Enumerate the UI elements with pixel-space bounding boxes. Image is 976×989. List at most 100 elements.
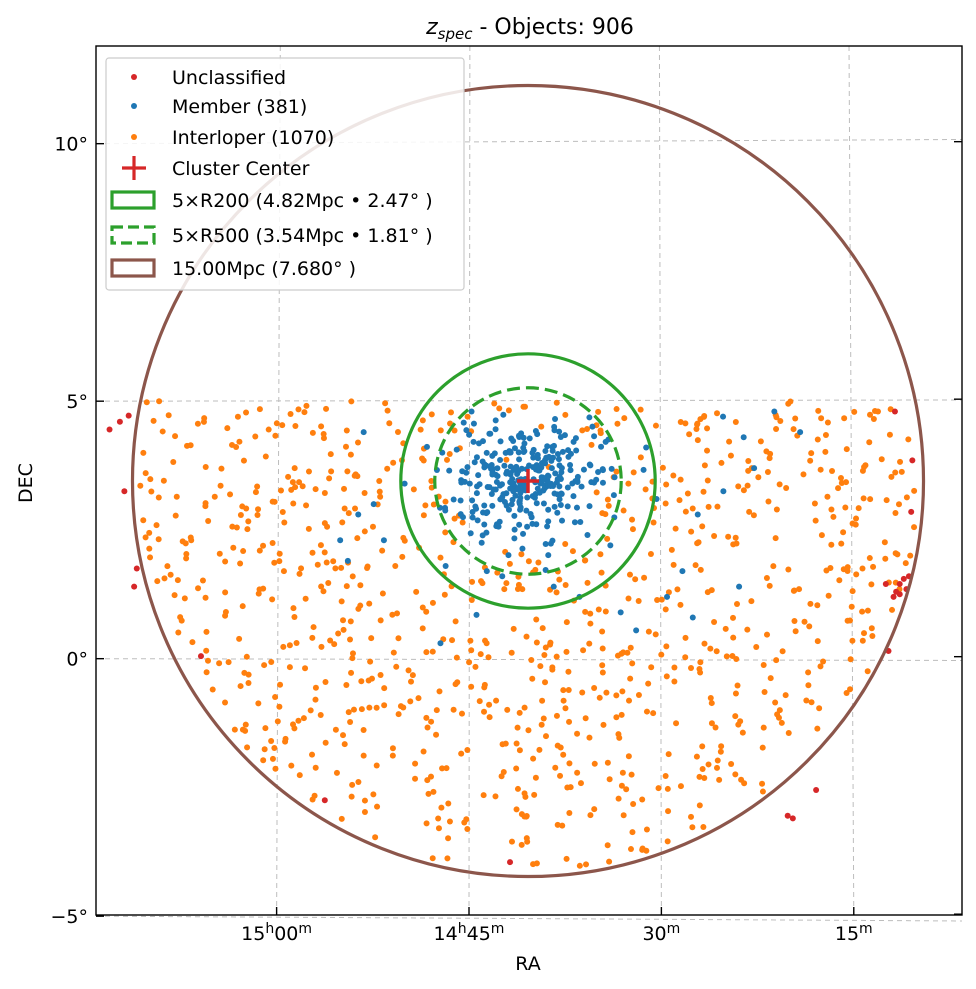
member-point [475, 472, 482, 479]
interloper-point [677, 476, 684, 483]
interloper-point [642, 486, 649, 493]
legend-label: Interloper (1070) [172, 127, 334, 149]
interloper-point [341, 505, 348, 512]
r200-circle [399, 352, 657, 610]
interloper-point [481, 708, 488, 715]
interloper-point [632, 576, 639, 583]
interloper-point [560, 697, 567, 704]
member-point [771, 408, 778, 415]
interloper-point [783, 484, 790, 491]
interloper-point [515, 581, 522, 588]
member-point [545, 453, 552, 460]
interloper-point [501, 586, 508, 593]
interloper-point [222, 589, 229, 596]
interloper-point [599, 669, 606, 676]
unclassified-point [909, 457, 916, 464]
member-point [490, 486, 497, 493]
interloper-point [314, 561, 321, 568]
interloper-point [597, 551, 604, 558]
interloper-point [310, 624, 317, 631]
legend-r200: 5×R200 (4.82Mpc • 2.47° ) [110, 190, 433, 212]
interloper-point [354, 473, 361, 480]
interloper-point [587, 620, 594, 627]
legend-r500: 5×R500 (3.54Mpc • 1.81° ) [110, 225, 433, 247]
interloper-point [521, 704, 528, 711]
interloper-point [539, 625, 546, 632]
interloper-point [195, 585, 202, 592]
member-point [470, 420, 477, 427]
interloper-point [376, 477, 383, 484]
interloper-point [347, 618, 354, 625]
interloper-point [537, 663, 544, 670]
member-point [567, 467, 574, 474]
interloper-point [730, 614, 737, 621]
interloper-point [519, 586, 526, 593]
interloper-point [202, 464, 209, 471]
interloper-point [390, 649, 397, 656]
interloper-point [881, 539, 888, 546]
member-point [529, 449, 536, 456]
interloper-point [508, 649, 515, 656]
member-point [751, 465, 758, 472]
interloper-point [183, 551, 190, 558]
interloper-point [326, 475, 333, 482]
x-tick-label: 30m [642, 921, 680, 945]
interloper-point [888, 473, 895, 480]
member-point [694, 511, 701, 518]
interloper-point [479, 580, 486, 587]
interloper-point [453, 654, 460, 661]
interloper-point [492, 793, 499, 800]
interloper-point [321, 489, 328, 496]
interloper-point [533, 639, 540, 646]
interloper-point [373, 704, 380, 711]
interloper-point [348, 669, 355, 676]
interloper-point [392, 562, 399, 569]
interloper-point [806, 623, 813, 630]
interloper-point [379, 590, 386, 597]
interloper-point [773, 657, 780, 664]
interloper-point [514, 724, 521, 731]
interloper-point [677, 601, 684, 608]
interloper-point [381, 685, 388, 692]
interloper-point [569, 548, 576, 555]
interloper-point [553, 653, 560, 660]
interloper-point [817, 663, 824, 670]
interloper-point [382, 400, 389, 407]
interloper-point [595, 606, 602, 613]
interloper-point [510, 625, 517, 632]
interloper-point [582, 715, 589, 722]
interloper-point [187, 442, 194, 449]
interloper-point [625, 480, 632, 487]
member-point [559, 448, 566, 455]
interloper-point [360, 727, 367, 734]
interloper-point [444, 456, 451, 463]
interloper-point [344, 468, 351, 475]
interloper-point [613, 714, 620, 721]
member-point [557, 502, 564, 509]
interloper-point [419, 455, 426, 462]
interloper-point [606, 858, 613, 865]
member-point [573, 504, 580, 511]
interloper-point [261, 662, 268, 669]
interloper-point [580, 647, 587, 654]
interloper-point [468, 647, 475, 654]
interloper-point [452, 618, 459, 625]
interloper-point [523, 835, 530, 842]
interloper-point [347, 451, 354, 458]
interloper-point [323, 405, 330, 412]
interloper-point [599, 645, 606, 652]
interloper-point [734, 682, 741, 689]
interloper-point [705, 761, 712, 768]
interloper-point [841, 415, 848, 422]
interloper-point [630, 469, 637, 476]
interloper-point [620, 812, 627, 819]
interloper-point [148, 488, 155, 495]
interloper-point [849, 588, 856, 595]
interloper-point [436, 688, 443, 695]
interloper-point [713, 648, 720, 655]
interloper-point [903, 494, 910, 501]
interloper-point [433, 731, 440, 738]
member-point [501, 462, 508, 469]
interloper-point [815, 407, 822, 414]
interloper-point [320, 431, 327, 438]
